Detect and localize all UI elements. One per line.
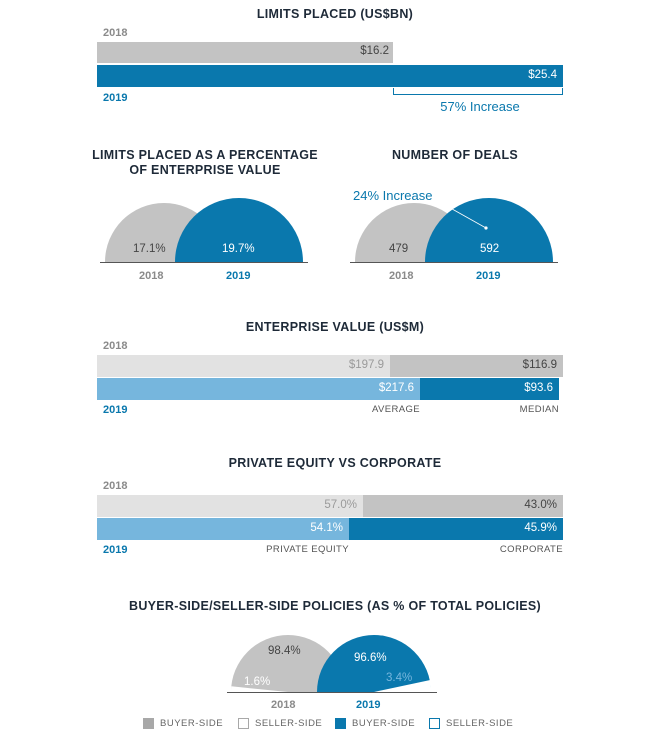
value-pe-2018: 57.0% bbox=[324, 499, 357, 511]
value-seller-2019: 3.4% bbox=[386, 672, 413, 684]
legend-swatch bbox=[429, 718, 440, 729]
bar-limits-2018 bbox=[97, 42, 393, 63]
bar-ev-avg-2018 bbox=[97, 355, 390, 377]
value-pe-2019: 54.1% bbox=[310, 522, 343, 534]
year-label-2019: 2019 bbox=[226, 270, 251, 282]
wedge-2018-seller bbox=[230, 686, 288, 692]
annotation-dot bbox=[484, 226, 488, 230]
bar-ev-median-2019 bbox=[420, 378, 559, 400]
series-label-average: AVERAGE bbox=[371, 404, 420, 415]
legend-item-buyer-2019: BUYER-SIDE bbox=[335, 718, 415, 729]
legend-label: SELLER-SIDE bbox=[255, 718, 323, 729]
bar-corp-2018 bbox=[363, 495, 563, 517]
legend-swatch bbox=[143, 718, 154, 729]
semicircle-2019 bbox=[175, 198, 303, 262]
chart-title-ev: ENTERPRISE VALUE (US$M) bbox=[245, 320, 425, 334]
bar-pe-2018 bbox=[97, 495, 363, 517]
value-buyer-2018: 98.4% bbox=[268, 645, 301, 657]
year-label-2018: 2018 bbox=[103, 480, 128, 492]
increase-bracket bbox=[393, 88, 563, 95]
year-label-2018: 2018 bbox=[139, 270, 164, 282]
year-label-2018: 2018 bbox=[103, 27, 128, 39]
year-label-2018: 2018 bbox=[271, 699, 296, 711]
value-ev-median-2018: $116.9 bbox=[522, 359, 557, 371]
semicircle-2019-buyer bbox=[317, 635, 431, 692]
year-label-2019: 2019 bbox=[103, 544, 128, 556]
chart-title-limits-pct: LIMITS PLACED AS A PERCENTAGE OF ENTERPR… bbox=[92, 148, 318, 177]
value-ev-median-2019: $93.6 bbox=[524, 382, 553, 394]
legend-label: SELLER-SIDE bbox=[446, 718, 514, 729]
year-label-2019: 2019 bbox=[103, 404, 128, 416]
legend-swatch bbox=[238, 718, 249, 729]
value-deals-2018: 479 bbox=[389, 243, 409, 255]
value-ev-avg-2018: $197.9 bbox=[348, 359, 384, 371]
value-corp-2019: 45.9% bbox=[524, 522, 557, 534]
value-pct-2019: 19.7% bbox=[222, 243, 255, 255]
value-limits-2018: $16.2 bbox=[360, 45, 389, 57]
year-label-2019: 2019 bbox=[476, 270, 501, 282]
chart-title-limits: LIMITS PLACED (US$BN) bbox=[256, 7, 414, 21]
bar-ev-avg-2019 bbox=[97, 378, 420, 400]
legend-item-buyer-2018: BUYER-SIDE bbox=[143, 718, 223, 729]
value-deals-2019: 592 bbox=[480, 243, 500, 255]
year-label-2018: 2018 bbox=[389, 270, 414, 282]
bar-ev-median-2018 bbox=[390, 355, 563, 377]
value-ev-avg-2019: $217.6 bbox=[378, 382, 414, 394]
bar-corp-2019 bbox=[349, 518, 563, 540]
value-pct-2018: 17.1% bbox=[133, 243, 166, 255]
bar-pe-2019 bbox=[97, 518, 349, 540]
increase-annotation-deals: 24% Increase bbox=[353, 188, 433, 203]
chart-title-deals: NUMBER OF DEALS bbox=[391, 148, 519, 162]
semicircles-buyer-seller bbox=[227, 635, 437, 693]
wedge-2019-seller bbox=[374, 680, 432, 692]
legend: BUYER-SIDE SELLER-SIDE BUYER-SIDE SELLER… bbox=[0, 718, 670, 734]
chart-title-pe-corp: PRIVATE EQUITY VS CORPORATE bbox=[228, 456, 442, 470]
series-label-private-equity: PRIVATE EQUITY bbox=[266, 544, 349, 555]
annotation-leader bbox=[444, 204, 487, 229]
series-label-median: MEDIAN bbox=[519, 404, 559, 415]
year-label-2018: 2018 bbox=[103, 340, 128, 352]
value-corp-2018: 43.0% bbox=[524, 499, 557, 511]
value-buyer-2019: 96.6% bbox=[354, 652, 387, 664]
legend-label: BUYER-SIDE bbox=[352, 718, 416, 729]
semicircles-deals bbox=[350, 198, 558, 263]
legend-label: BUYER-SIDE bbox=[160, 718, 224, 729]
semicircles-limits-pct bbox=[100, 198, 308, 263]
year-label-2019: 2019 bbox=[356, 699, 381, 711]
increase-annotation-limits: 57% Increase bbox=[440, 99, 520, 114]
year-label-2019: 2019 bbox=[103, 92, 128, 104]
legend-item-seller-2019: SELLER-SIDE bbox=[429, 718, 513, 729]
semicircle-2018-buyer bbox=[231, 635, 345, 692]
series-label-corporate: CORPORATE bbox=[499, 544, 563, 555]
value-seller-2018: 1.6% bbox=[244, 676, 271, 688]
value-limits-2019: $25.4 bbox=[528, 69, 557, 81]
chart-title-buyer-seller: BUYER-SIDE/SELLER-SIDE POLICIES (AS % OF… bbox=[129, 599, 541, 613]
legend-swatch bbox=[335, 718, 346, 729]
bar-limits-2019 bbox=[97, 65, 563, 87]
legend-item-seller-2018: SELLER-SIDE bbox=[238, 718, 322, 729]
semicircle-2019 bbox=[425, 198, 553, 262]
